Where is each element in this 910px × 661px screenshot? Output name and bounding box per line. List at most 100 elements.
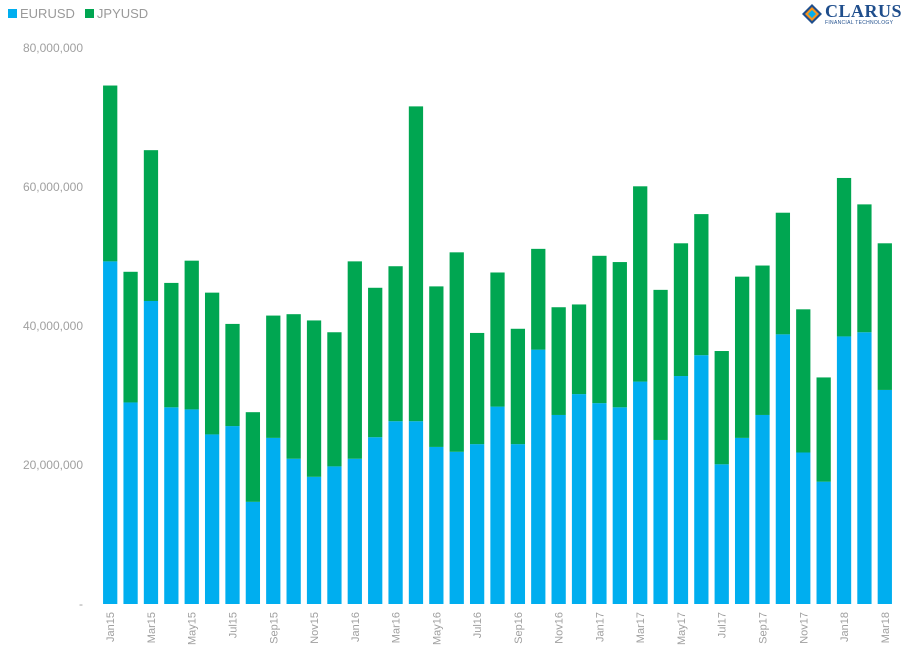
bar-jpyusd[interactable] [592,255,607,404]
bar-eurusd[interactable] [551,414,566,604]
clarus-logo: CLARUS FINANCIAL TECHNOLOGY [801,1,902,26]
bar-jpyusd[interactable] [836,177,852,337]
bar-jpyusd[interactable] [347,261,362,459]
bar-jpyusd[interactable] [714,351,729,465]
bar-eurusd[interactable] [306,476,322,604]
bar-jpyusd[interactable] [653,289,668,440]
x-tick-label: May16 [431,612,443,645]
bar-jpyusd[interactable] [449,252,464,452]
legend-swatch-eurusd [8,9,17,18]
bar-eurusd[interactable] [673,376,689,604]
bar-jpyusd[interactable] [327,332,342,467]
bar-eurusd[interactable] [164,407,179,604]
bar-eurusd[interactable] [775,334,791,604]
x-tick-label: Mar17 [635,612,647,643]
bar-jpyusd[interactable] [531,248,546,350]
bar-eurusd[interactable] [204,434,220,604]
bar-eurusd[interactable] [857,332,872,604]
legend-item-jpyusd[interactable]: JPYUSD [84,6,148,21]
bar-jpyusd[interactable] [143,150,159,301]
y-tick-label: 40,000,000 [23,319,83,333]
x-tick-label: Jan18 [839,612,851,642]
bar-eurusd[interactable] [184,409,199,604]
x-tick-label: Mar15 [146,612,158,643]
bar-jpyusd[interactable] [816,377,831,482]
x-tick-label: Jul16 [472,612,484,638]
x-tick-label: Sep15 [268,612,280,644]
bar-jpyusd[interactable] [551,307,566,415]
bar-jpyusd[interactable] [204,292,220,435]
bar-eurusd[interactable] [143,300,159,604]
legend: EURUSD JPYUSD [8,6,158,21]
bar-jpyusd[interactable] [734,276,750,438]
bar-eurusd[interactable] [836,336,852,604]
bar-jpyusd[interactable] [429,286,444,447]
bar-jpyusd[interactable] [225,323,240,427]
bar-eurusd[interactable] [103,261,118,604]
x-tick-label: Jan17 [594,612,606,642]
bar-eurusd[interactable] [734,437,750,604]
bar-jpyusd[interactable] [103,85,118,262]
bar-jpyusd[interactable] [673,243,689,377]
x-axis: Jan15 Mar15 May15 Jul15 Sep15 Nov15 Jan16 Mar16… [105,612,892,645]
x-tick-label: Jan15 [105,612,117,642]
bar-eurusd[interactable] [286,458,301,604]
bar-jpyusd[interactable] [286,314,301,459]
bar-jpyusd[interactable] [510,328,526,445]
bar-jpyusd[interactable] [123,271,138,403]
bar-eurusd[interactable] [796,452,811,604]
bar-eurusd[interactable] [245,501,261,604]
bar-jpyusd[interactable] [775,212,791,335]
bar-jpyusd[interactable] [184,260,199,410]
bar-jpyusd[interactable] [368,287,383,438]
bar-eurusd[interactable] [347,458,362,604]
bar-jpyusd[interactable] [266,315,281,438]
bar-jpyusd[interactable] [388,266,403,422]
bar-eurusd[interactable] [429,446,444,604]
bar-eurusd[interactable] [123,402,138,604]
bar-jpyusd[interactable] [877,243,892,390]
bar-eurusd[interactable] [612,407,627,604]
logo-name: CLARUS [824,1,902,21]
bar-eurusd[interactable] [653,439,668,604]
bar-eurusd[interactable] [714,464,729,604]
bar-eurusd[interactable] [571,394,587,604]
bar-eurusd[interactable] [592,403,607,604]
legend-item-eurusd[interactable]: EURUSD [8,6,75,21]
bar-jpyusd[interactable] [612,262,627,408]
bar-jpyusd[interactable] [306,320,322,477]
bar-jpyusd[interactable] [469,332,485,445]
y-tick-label: 80,000,000 [23,41,83,55]
bar-eurusd[interactable] [816,481,831,604]
bar-jpyusd[interactable] [857,204,872,333]
bar-jpyusd[interactable] [796,309,811,453]
bar-jpyusd[interactable] [164,282,179,408]
bar-eurusd[interactable] [755,414,770,604]
bar-eurusd[interactable] [510,444,526,604]
bar-eurusd[interactable] [408,421,424,604]
y-axis: - 20,000,000 40,000,000 60,000,000 80,000,00… [23,41,83,611]
bar-eurusd[interactable] [490,406,505,604]
bar-eurusd[interactable] [531,349,546,604]
clarus-diamond-icon [801,4,822,24]
bar-eurusd[interactable] [225,426,240,604]
bar-jpyusd[interactable] [571,304,587,395]
bar-jpyusd[interactable] [694,214,709,356]
bar-eurusd[interactable] [694,355,709,604]
bar-eurusd[interactable] [633,381,648,604]
bar-eurusd[interactable] [877,389,892,604]
bar-jpyusd[interactable] [245,412,261,502]
bar-jpyusd[interactable] [633,186,648,382]
x-tick-label: Mar18 [880,612,892,643]
bar-jpyusd[interactable] [755,265,770,415]
bar-eurusd[interactable] [388,421,403,604]
bar-eurusd[interactable] [469,444,485,604]
bar-eurusd[interactable] [327,466,342,604]
x-tick-label: Nov17 [798,612,810,644]
bar-jpyusd[interactable] [490,272,505,407]
bar-eurusd[interactable] [449,451,464,604]
x-tick-label: Sep17 [758,612,770,644]
bar-jpyusd[interactable] [408,106,424,422]
bar-eurusd[interactable] [266,437,281,604]
bar-eurusd[interactable] [368,437,383,604]
